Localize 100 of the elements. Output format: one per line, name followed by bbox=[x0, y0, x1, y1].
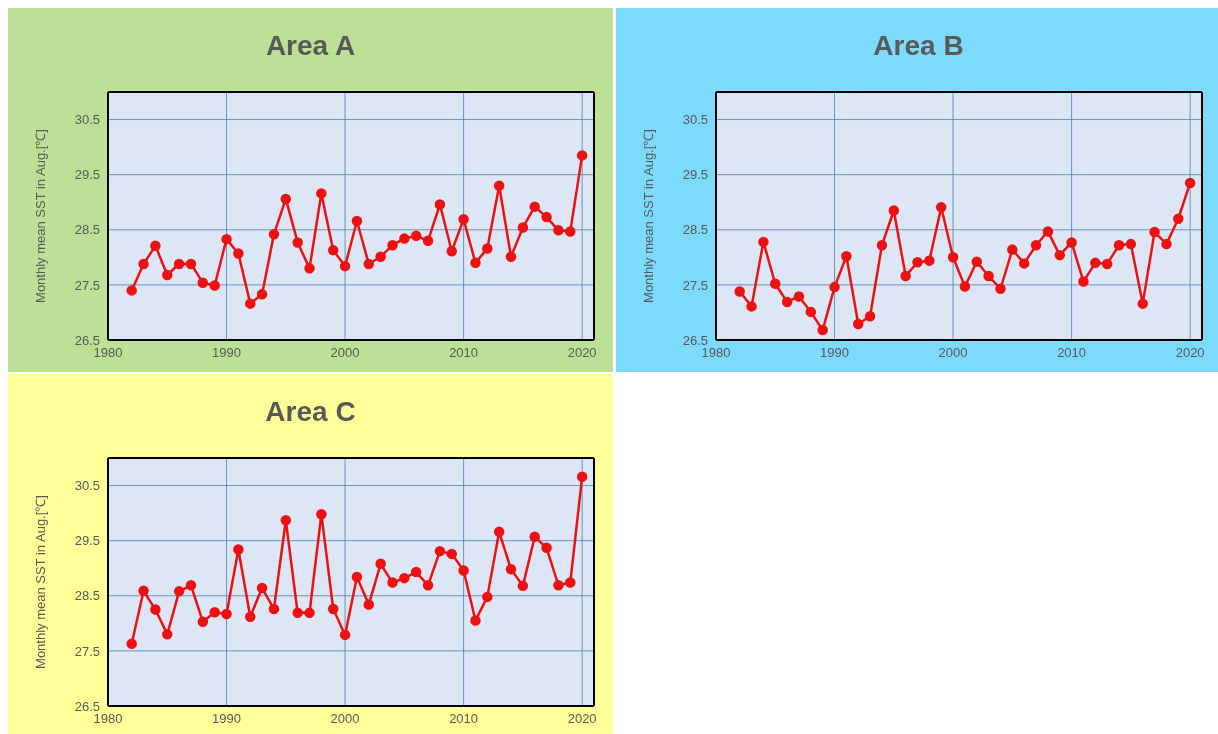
point bbox=[829, 281, 840, 293]
x-tick-label: 1990 bbox=[212, 345, 241, 361]
x-tick-label: 1990 bbox=[212, 711, 241, 727]
point bbox=[292, 607, 303, 619]
y-tick-label: 29.5 bbox=[74, 167, 100, 183]
point bbox=[327, 244, 339, 256]
point bbox=[1030, 239, 1042, 251]
y-tick-label: 26.5 bbox=[682, 332, 708, 348]
point bbox=[1137, 298, 1148, 309]
point bbox=[971, 256, 983, 267]
point bbox=[375, 558, 386, 570]
x-tick-label: 2020 bbox=[1175, 345, 1205, 361]
point bbox=[1161, 238, 1172, 250]
y-tick-label: 30.5 bbox=[74, 112, 100, 128]
point bbox=[470, 257, 481, 269]
y-tick-label: 27.5 bbox=[74, 643, 100, 659]
point bbox=[446, 548, 458, 560]
point bbox=[576, 471, 588, 482]
point bbox=[304, 263, 315, 274]
point bbox=[126, 285, 137, 296]
x-tick-label: 1980 bbox=[93, 345, 123, 361]
point bbox=[517, 580, 529, 592]
point bbox=[553, 580, 564, 591]
point bbox=[746, 301, 757, 312]
point bbox=[983, 270, 994, 282]
x-tick-label: 1990 bbox=[820, 345, 849, 361]
point bbox=[924, 255, 935, 266]
point bbox=[197, 277, 209, 288]
point bbox=[280, 515, 292, 526]
point bbox=[1149, 226, 1160, 238]
point bbox=[876, 239, 888, 251]
point bbox=[493, 526, 505, 538]
point bbox=[852, 318, 864, 330]
point bbox=[1066, 237, 1077, 248]
point bbox=[770, 278, 781, 290]
point bbox=[387, 577, 398, 588]
point bbox=[817, 324, 828, 336]
point bbox=[292, 237, 303, 248]
point bbox=[256, 582, 268, 594]
point bbox=[565, 226, 576, 237]
x-tick-label: 2020 bbox=[567, 711, 597, 727]
x-tick-label: 2010 bbox=[449, 711, 479, 727]
point bbox=[422, 235, 434, 247]
point bbox=[482, 243, 493, 254]
chart-title: Area C bbox=[264, 396, 357, 428]
point bbox=[470, 615, 481, 626]
point bbox=[576, 150, 588, 161]
point bbox=[351, 571, 363, 583]
point bbox=[387, 239, 398, 251]
x-tick-label: 2020 bbox=[567, 345, 597, 361]
point bbox=[410, 566, 422, 578]
point bbox=[221, 608, 232, 620]
point bbox=[1101, 258, 1113, 270]
point bbox=[781, 296, 793, 308]
point bbox=[493, 180, 505, 191]
point bbox=[434, 199, 446, 210]
point bbox=[446, 246, 458, 257]
x-tick-label: 2000 bbox=[330, 711, 360, 727]
point bbox=[233, 248, 244, 259]
point bbox=[1054, 249, 1066, 261]
point bbox=[316, 508, 327, 520]
point bbox=[209, 607, 220, 618]
point bbox=[233, 544, 244, 555]
point bbox=[162, 269, 173, 281]
y-axis-title: Monthly mean SST in Aug.[℃] bbox=[640, 129, 656, 303]
point bbox=[339, 260, 351, 272]
y-tick-label: 29.5 bbox=[682, 167, 708, 183]
point bbox=[197, 616, 209, 627]
point bbox=[888, 205, 900, 216]
point bbox=[351, 215, 363, 227]
point bbox=[422, 580, 434, 591]
point bbox=[995, 283, 1006, 294]
x-tick-label: 1980 bbox=[701, 345, 731, 361]
point bbox=[935, 201, 947, 213]
point bbox=[375, 251, 386, 263]
point bbox=[363, 258, 375, 270]
chart-title: Area B bbox=[872, 30, 965, 62]
point bbox=[280, 193, 292, 205]
point bbox=[173, 258, 185, 270]
point bbox=[304, 607, 315, 619]
point bbox=[1018, 258, 1030, 269]
point bbox=[1125, 238, 1137, 250]
point bbox=[316, 188, 327, 199]
y-tick-label: 26.5 bbox=[74, 698, 100, 714]
point bbox=[185, 580, 197, 591]
y-axis-title: Monthly mean SST in Aug.[℃] bbox=[32, 129, 48, 303]
x-tick-label: 2000 bbox=[938, 345, 968, 361]
y-tick-label: 27.5 bbox=[682, 277, 708, 293]
point bbox=[1042, 226, 1054, 237]
point bbox=[541, 542, 552, 554]
point bbox=[1113, 239, 1125, 251]
point bbox=[150, 604, 161, 615]
point bbox=[482, 591, 493, 603]
point bbox=[734, 286, 745, 297]
point bbox=[565, 577, 576, 588]
y-tick-label: 27.5 bbox=[74, 277, 100, 293]
x-tick-label: 2010 bbox=[449, 345, 479, 361]
point bbox=[864, 311, 876, 322]
chart-title: Area A bbox=[264, 30, 357, 62]
point bbox=[458, 214, 469, 225]
